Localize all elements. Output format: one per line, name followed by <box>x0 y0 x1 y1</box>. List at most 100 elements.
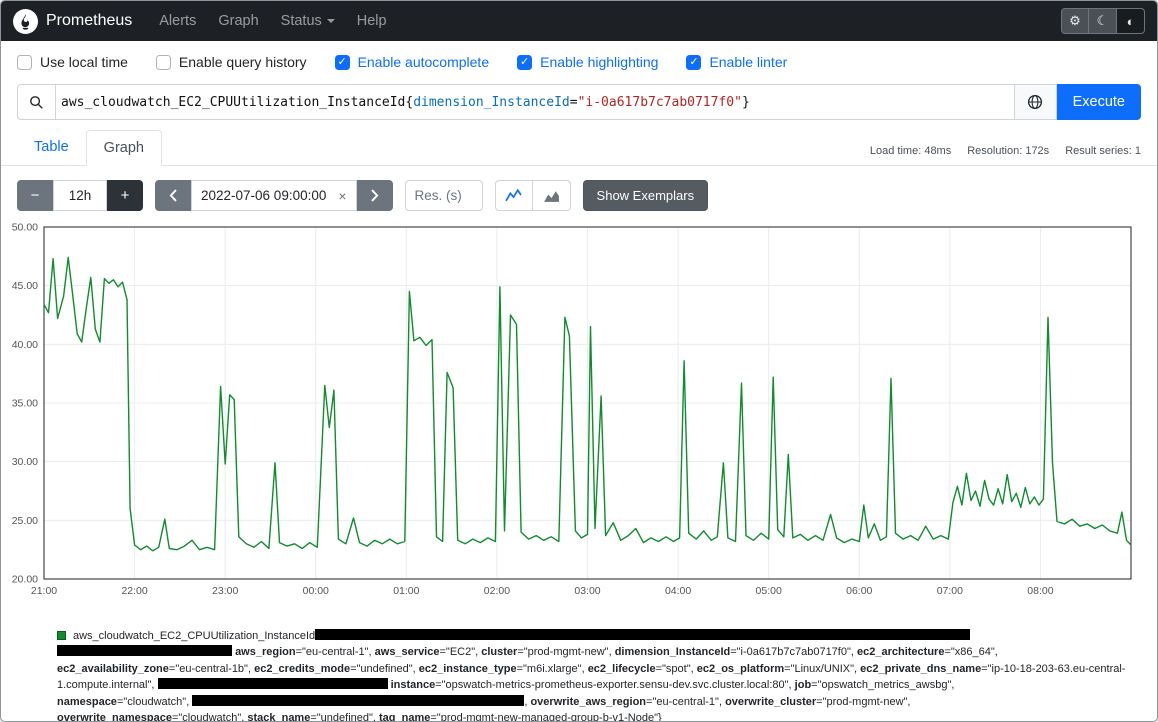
legend-label-key: ec2_architecture <box>857 646 945 659</box>
dark-theme-moon-icon[interactable]: ☾ <box>1089 8 1117 34</box>
nav-link-help[interactable]: Help <box>356 13 387 29</box>
legend-text: ="spot", <box>655 662 697 675</box>
checkbox-checked-icon[interactable]: ✓ <box>334 54 350 70</box>
legend-text: ="m6i.xlarge", <box>516 662 588 675</box>
nav-link-status-label: Status <box>280 13 322 29</box>
previous-time-chevron-left-icon[interactable] <box>155 180 191 211</box>
settings-gear-icon[interactable]: ⚙ <box>1061 8 1089 34</box>
prometheus-logo-icon <box>13 8 38 34</box>
tab-graph[interactable]: Graph <box>85 130 162 166</box>
legend-label-key: ec2_lifecycle <box>587 662 656 675</box>
line-chart-icon[interactable] <box>494 180 533 211</box>
redacted-bar <box>57 645 232 657</box>
increase-range-button[interactable]: + <box>107 180 143 211</box>
query-input-group: aws_cloudwatch_EC2_CPUUtilization_Instan… <box>17 84 1141 120</box>
legend-text: aws_cloudwatch_EC2_CPUUtilization_Instan… <box>73 630 316 642</box>
x-tick-label: 22:00 <box>121 585 147 597</box>
search-icon <box>17 84 55 120</box>
y-tick-label: 45.00 <box>12 280 38 292</box>
tabs-row: Table Graph Load time: 48ms Resolution: … <box>1 130 1157 166</box>
redacted-bar <box>157 678 388 690</box>
x-tick-label: 08:00 <box>1027 585 1053 597</box>
plot-border <box>43 226 1132 580</box>
checkbox-enable-highlighting[interactable]: ✓ Enable highlighting <box>517 54 658 70</box>
legend-text: ="opswatch-metrics-prometheus-exporter.s… <box>435 679 795 692</box>
legend-label-key: job <box>794 679 812 692</box>
stacked-chart-icon[interactable] <box>532 180 571 211</box>
nav-link-graph[interactable]: Graph <box>218 13 259 29</box>
cpu-utilization-chart[interactable]: 20.00 25.00 30.00 35.00 40.00 45.00 50.00 21:00… <box>7 221 1135 613</box>
query-close-brace: } <box>741 94 750 110</box>
execute-button[interactable]: Execute <box>1056 84 1141 120</box>
legend-text: ="cloudwatch", <box>116 695 193 708</box>
chevron-down-icon <box>326 19 335 23</box>
legend-label-key: tag_name <box>379 712 431 722</box>
checkbox-use-local-time[interactable]: Use local time <box>17 54 128 70</box>
y-tick-label: 50.00 <box>12 222 38 234</box>
datetime-input[interactable]: 2022-07-06 09:00:00 × <box>191 180 357 211</box>
resolution-input[interactable] <box>404 180 483 211</box>
checkbox-unchecked-icon[interactable] <box>155 54 171 70</box>
legend-lines: aws_cloudwatch_EC2_CPUUtilization_Instan… <box>57 628 1137 722</box>
tabs: Table Graph <box>17 130 162 166</box>
query-metric: aws_cloudwatch_EC2_CPUUtilization_Instan… <box>61 94 406 110</box>
legend-label-key: ec2_availability_zone <box>57 662 169 675</box>
legend-text: ="opswatch_metrics_awsbg", <box>811 679 955 692</box>
x-tick-label: 03:00 <box>574 585 600 597</box>
time-navigation-group: 2022-07-06 09:00:00 × <box>155 180 393 211</box>
nav-link-alerts[interactable]: Alerts <box>159 13 197 29</box>
legend-label-key: aws_service <box>374 646 440 659</box>
checkbox-label: Enable linter <box>709 54 788 70</box>
decrease-range-button[interactable]: − <box>17 180 53 211</box>
series-legend[interactable]: aws_cloudwatch_EC2_CPUUtilization_Instan… <box>57 628 1137 722</box>
checkbox-enable-query-history[interactable]: Enable query history <box>155 54 307 70</box>
legend-text: ="prod-mgmt-new", <box>816 695 911 708</box>
legend-text: , <box>524 695 531 708</box>
legend-swatch <box>57 631 66 640</box>
legend-text: ="cloudwatch", <box>171 712 248 722</box>
x-tick-label: 21:00 <box>31 585 57 597</box>
legend-label-key: namespace <box>57 695 117 708</box>
duration-group: − 12h + <box>17 180 143 211</box>
navbar: Prometheus Alerts Graph Status Help ⚙ ☾ … <box>1 1 1157 41</box>
expression-input[interactable]: aws_cloudwatch_EC2_CPUUtilization_Instan… <box>55 84 1015 120</box>
auto-theme-contrast-icon[interactable]: ◐ <box>1117 8 1145 34</box>
legend-label-key: overwrite_aws_region <box>530 695 647 708</box>
query-equals: = <box>569 94 578 110</box>
checkbox-enable-linter[interactable]: ✓ Enable linter <box>686 54 787 70</box>
legend-text: ="ip-10-18-203-63.eu-central- <box>981 662 1126 675</box>
legend-line: overwrite_namespace="cloudwatch", stack_… <box>57 710 1137 722</box>
metrics-explorer-globe-icon[interactable] <box>1014 84 1057 120</box>
query-row: aws_cloudwatch_EC2_CPUUtilization_Instan… <box>17 84 1141 120</box>
navbar-buttons: ⚙ ☾ ◐ <box>1061 8 1145 34</box>
redacted-bar <box>192 694 525 706</box>
legend-line: namespace="cloudwatch", , overwrite_aws_… <box>57 694 1137 710</box>
legend-text: ="undefined", <box>310 712 380 722</box>
resolution: Resolution: 172s <box>967 145 1050 157</box>
y-tick-label: 40.00 <box>12 339 38 351</box>
next-time-chevron-right-icon[interactable] <box>356 180 393 211</box>
checkbox-unchecked-icon[interactable] <box>17 54 32 70</box>
legend-line: 1.compute.internal", instance="opswatch-… <box>57 677 1137 693</box>
nav-links: Alerts Graph Status Help <box>148 13 397 29</box>
query-label-value: "i-0a617b7c7ab0717f0" <box>577 94 742 110</box>
legend-label-key: ec2_instance_type <box>418 662 517 675</box>
checkbox-label: Enable autocomplete <box>357 54 490 70</box>
chart-type-group <box>494 180 571 211</box>
graph-controls: − 12h + 2022-07-06 09:00:00 × Sh <box>17 180 1141 211</box>
legend-label-key: ec2_os_platform <box>696 662 785 675</box>
clear-datetime-icon[interactable]: × <box>338 187 347 204</box>
tab-table[interactable]: Table <box>34 139 69 155</box>
result-series: Result series: 1 <box>1065 145 1141 157</box>
query-open-brace: { <box>405 94 414 110</box>
options-row: Use local time Enable query history ✓ Enabl… <box>1 41 1157 76</box>
show-exemplars-button[interactable]: Show Exemplars <box>582 180 709 211</box>
nav-link-status[interactable]: Status <box>270 13 346 29</box>
legend-text: ="eu-central-1b", <box>168 662 255 675</box>
brand-link[interactable]: Prometheus <box>13 8 132 34</box>
checkbox-enable-autocomplete[interactable]: ✓ Enable autocomplete <box>334 54 490 70</box>
checkbox-checked-icon[interactable]: ✓ <box>686 54 702 70</box>
duration-input[interactable]: 12h <box>53 180 107 211</box>
x-tick-label: 07:00 <box>937 585 963 597</box>
checkbox-checked-icon[interactable]: ✓ <box>517 54 533 70</box>
